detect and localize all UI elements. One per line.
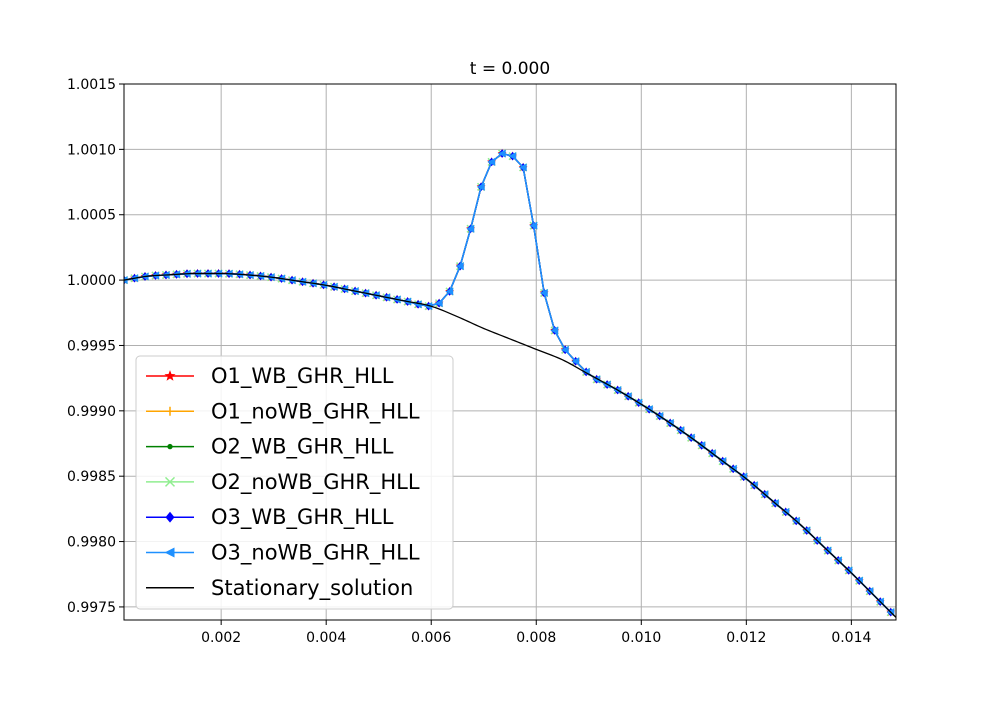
data-point (165, 406, 175, 416)
legend-label: O1_noWB_GHR_HLL (211, 399, 420, 424)
y-tick-label: 0.9985 (67, 469, 116, 485)
data-point (487, 157, 496, 166)
series-layer (124, 148, 896, 618)
y-tick-label: 1.0005 (67, 208, 116, 224)
data-point (164, 547, 175, 558)
x-tick-label: 0.010 (621, 630, 661, 646)
data-point (455, 262, 464, 271)
y-tick-label: 0.9995 (67, 338, 116, 354)
y-tick-label: 0.9990 (67, 404, 116, 420)
data-point (529, 221, 538, 230)
data-point (508, 152, 517, 161)
legend-label: O2_WB_GHR_HLL (211, 435, 394, 460)
legend-box (135, 355, 454, 610)
y-axis: 0.9975 0.9980 0.9985 0.9990 0.9995 1.0000 1.00… (67, 77, 124, 616)
legend-item: O2_WB_GHR_HLL (146, 435, 394, 460)
x-axis: 0.002 0.004 0.006 0.008 0.010 0.012 0.014 (201, 620, 871, 646)
y-tick-label: 1.0000 (67, 273, 116, 289)
data-point (445, 287, 454, 296)
legend-item: O3_noWB_GHR_HLL (146, 541, 420, 566)
data-point (592, 375, 601, 384)
x-tick-label: 0.008 (516, 630, 556, 646)
data-point (164, 370, 176, 381)
data-point (424, 302, 433, 311)
legend-label: O2_noWB_GHR_HLL (211, 470, 420, 495)
legend-item: O1_WB_GHR_HLL (146, 364, 394, 389)
plot-area (124, 148, 896, 618)
data-point (466, 224, 475, 233)
chart-title: t = 0.000 (470, 59, 550, 79)
plot-frame (123, 83, 897, 621)
data-point (165, 511, 175, 523)
data-point (434, 299, 443, 308)
x-tick-label: 0.014 (831, 630, 871, 646)
legend-item: O3_WB_GHR_HLL (146, 505, 394, 530)
y-tick-label: 1.0015 (67, 77, 116, 93)
data-point (550, 326, 559, 335)
x-tick-label: 0.004 (306, 630, 346, 646)
y-tick-label: 0.9980 (67, 535, 116, 551)
x-tick-label: 0.012 (726, 630, 766, 646)
stationary-line (124, 272, 896, 618)
data-point (539, 289, 548, 297)
data-point (167, 443, 173, 450)
y-tick-label: 1.0010 (67, 142, 116, 158)
legend: O1_WB_GHR_HLL O1_noWB_GHR_HLL O2_WB_GHR_HL… (135, 355, 454, 610)
data-point (476, 182, 485, 191)
legend-label: O1_WB_GHR_HLL (211, 364, 394, 389)
data-point (413, 300, 422, 309)
x-tick-label: 0.006 (411, 630, 451, 646)
data-point (571, 357, 580, 366)
x-tick-label: 0.002 (201, 630, 241, 646)
legend-item: O2_noWB_GHR_HLL (146, 470, 420, 495)
legend-label: O3_WB_GHR_HLL (211, 505, 394, 530)
legend-label: Stationary_solution (211, 576, 413, 601)
legend-label: O3_noWB_GHR_HLL (211, 541, 420, 566)
legend-item: O1_noWB_GHR_HLL (146, 399, 420, 424)
y-tick-label: 0.9975 (67, 600, 116, 616)
series-Stationary_solution (124, 272, 896, 618)
data-point (164, 476, 176, 487)
data-point (497, 149, 506, 158)
data-point (560, 345, 569, 354)
data-point (518, 163, 527, 172)
legend-item: Stationary_solution (146, 576, 413, 601)
